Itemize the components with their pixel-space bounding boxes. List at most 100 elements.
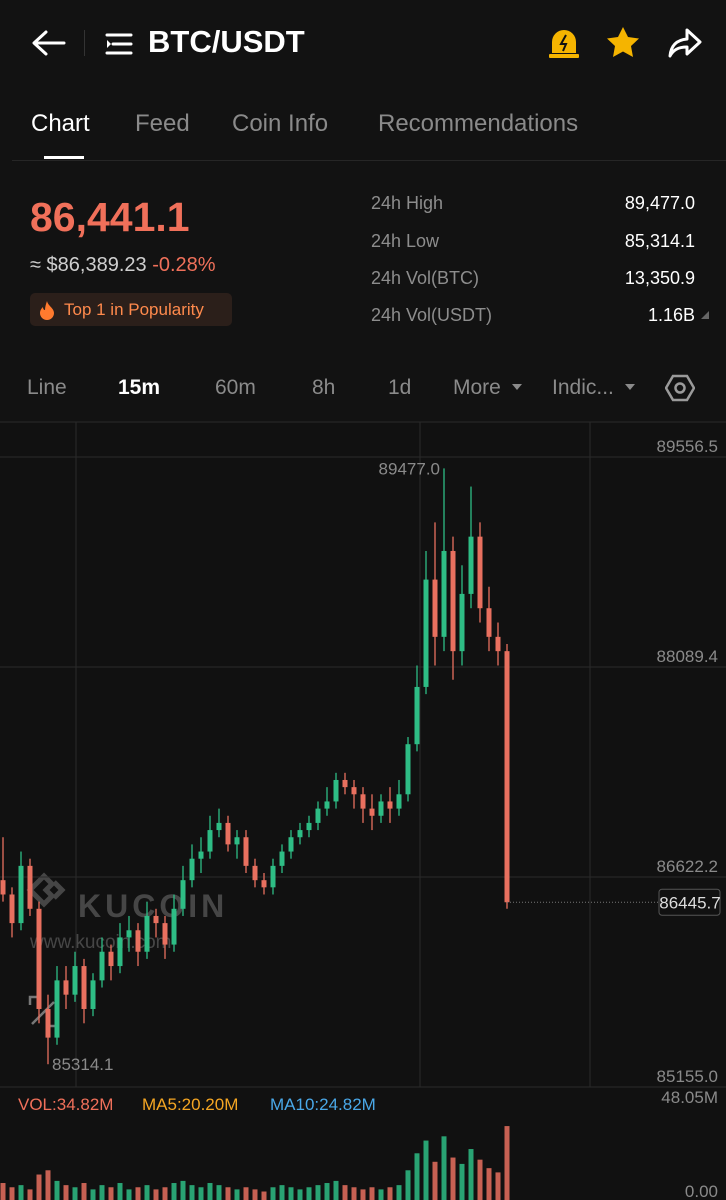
volume-bar [63, 1185, 69, 1200]
candle-body [135, 930, 141, 952]
settings-icon[interactable] [665, 373, 695, 403]
volume-bar [108, 1187, 114, 1200]
candle-body [225, 822, 231, 845]
flame-icon [40, 301, 54, 320]
price-change: -0.28% [152, 254, 216, 276]
candle-body [477, 536, 483, 609]
candle-body [414, 686, 420, 745]
interval[interactable]: 15m [118, 376, 161, 399]
volume-bar [477, 1159, 483, 1200]
candle-body [333, 779, 339, 802]
volume-legend: VOL:34.82M [18, 1095, 113, 1114]
candle-body [306, 822, 312, 831]
pair-title: BTC/USDT [148, 24, 305, 59]
stat-value: 1.16B [647, 305, 695, 325]
candle-body [45, 1008, 51, 1038]
candle-body [108, 951, 114, 967]
tab[interactable]: Recommendations [378, 110, 579, 137]
watermark: KUCOIN www.kucoin.com [26, 872, 228, 953]
interval[interactable]: 60m [215, 376, 256, 399]
interval[interactable]: Line [27, 376, 67, 399]
tab[interactable]: Chart [31, 110, 90, 137]
dropdown-icon [512, 384, 522, 390]
volume-bar [126, 1189, 132, 1200]
volume-bar [396, 1185, 402, 1200]
volume-bar [45, 1170, 51, 1200]
candle-body [27, 865, 33, 909]
volume-bar [225, 1187, 231, 1200]
candle-body [324, 801, 330, 809]
volume-bar [189, 1185, 195, 1200]
candle-body [171, 908, 177, 945]
candle-body [450, 550, 456, 652]
favorite-icon[interactable] [605, 25, 641, 61]
interval[interactable]: 1d [388, 376, 412, 399]
watermark-brand: KUCOIN [78, 888, 228, 924]
interval[interactable]: More [453, 376, 501, 399]
candle-body [18, 865, 24, 924]
tab[interactable]: Feed [135, 110, 190, 137]
volume-tick-label: 0.00 [685, 1182, 718, 1200]
popularity-badge[interactable]: Top 1 in Popularity [30, 293, 232, 326]
volume-tick-label: 48.05M [661, 1088, 718, 1107]
volume-bar [144, 1185, 150, 1200]
volume-bar [54, 1180, 60, 1200]
candle-body [504, 651, 510, 903]
menu-icon[interactable] [104, 30, 134, 58]
candle-body [153, 915, 159, 924]
volume-bar [261, 1191, 267, 1200]
volume-bar [423, 1140, 429, 1200]
volume-bar [306, 1187, 312, 1200]
candle-body [441, 550, 447, 637]
candle-body [9, 894, 15, 924]
candle-body [486, 608, 492, 637]
y-tick-label: 86622.2 [657, 857, 718, 876]
high-label: 89477.0 [379, 459, 440, 478]
divider [84, 30, 85, 56]
back-button[interactable] [30, 28, 68, 58]
triangle-icon [701, 311, 709, 319]
volume-bar [324, 1183, 330, 1200]
volume-legend: MA5:20.20M [142, 1095, 238, 1114]
interval[interactable]: Indic... [552, 376, 614, 399]
candle-body [342, 779, 348, 788]
volume-bar [252, 1189, 258, 1200]
y-tick-label: 89556.5 [657, 437, 718, 456]
stat-value: 89,477.0 [624, 193, 695, 213]
volume-bar [459, 1163, 465, 1200]
volume-bar [162, 1187, 168, 1200]
candle-body [0, 880, 6, 895]
usd-price: ≈ $86,389.23 -0.28% [30, 254, 216, 277]
volume-bar [27, 1189, 33, 1200]
candle-body [54, 980, 60, 1038]
volume-bar [90, 1189, 96, 1200]
candle-body [162, 923, 168, 945]
volume-bar [18, 1185, 24, 1200]
volume-bar [207, 1183, 213, 1200]
volume-bar [117, 1183, 123, 1200]
tab[interactable]: Coin Info [232, 110, 329, 137]
candle-body [90, 980, 96, 1009]
candle-body [99, 951, 105, 981]
stat-value: 13,350.9 [624, 268, 695, 288]
candle-body [270, 865, 276, 888]
volume-bar [99, 1185, 105, 1200]
volume-bar [441, 1136, 447, 1200]
candle-body [261, 880, 267, 888]
candle-body [189, 858, 195, 881]
candle-body [387, 801, 393, 809]
alert-icon[interactable] [547, 27, 581, 61]
volume-legend: MA10:24.82M [270, 1095, 376, 1114]
volume-bar [9, 1187, 15, 1200]
share-icon[interactable] [667, 26, 703, 60]
volume-bar [198, 1187, 204, 1200]
dropdown-icon [625, 384, 635, 390]
interval[interactable]: 8h [312, 376, 336, 399]
volume-bar [0, 1183, 6, 1200]
candle-body [423, 579, 429, 687]
candle-body [297, 830, 303, 838]
volume-bar [288, 1187, 294, 1200]
last-price-label: 86445.7 [659, 893, 720, 912]
candle-body [126, 930, 132, 938]
volume-bar [450, 1157, 456, 1200]
